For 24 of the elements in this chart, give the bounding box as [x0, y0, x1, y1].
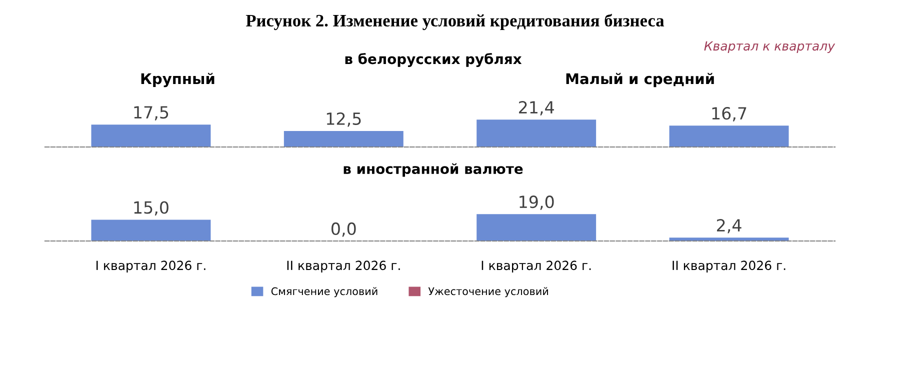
x-tick-label: II квартал 2026 г.: [287, 260, 400, 273]
data-label: 2,4: [716, 218, 742, 234]
text: в иностранной валюте: [344, 163, 523, 177]
data-label: 19,0: [520, 196, 554, 210]
text: Квартал к кварталу: [704, 41, 836, 54]
data-label: 21,4: [519, 101, 554, 116]
x-tick-label: I квартал 2026 г.: [96, 260, 206, 273]
text: Малый и средний: [566, 72, 714, 88]
data-label: 17,5: [134, 106, 168, 120]
legend-label: Смягчение условий: [271, 287, 378, 298]
bar: [476, 120, 596, 147]
legend-label: Ужесточение условий: [428, 287, 548, 298]
chart-title: Рисунок 2. Изменение условий кредитования бизнеса: [246, 14, 664, 30]
data-label: 16,7: [712, 107, 746, 122]
x-tick-label: II квартал 2026 г.: [672, 260, 786, 273]
bar: [284, 131, 404, 147]
data-label: 0,0: [332, 222, 356, 237]
data-label: 12,5: [326, 112, 361, 127]
text: Крупный: [141, 72, 214, 88]
bar: [91, 124, 211, 147]
bar: [669, 126, 789, 147]
data-label: 15,0: [134, 201, 168, 216]
x-tick-label: I квартал 2026 г.: [482, 260, 591, 273]
text: в белорусских рублях: [345, 53, 522, 67]
